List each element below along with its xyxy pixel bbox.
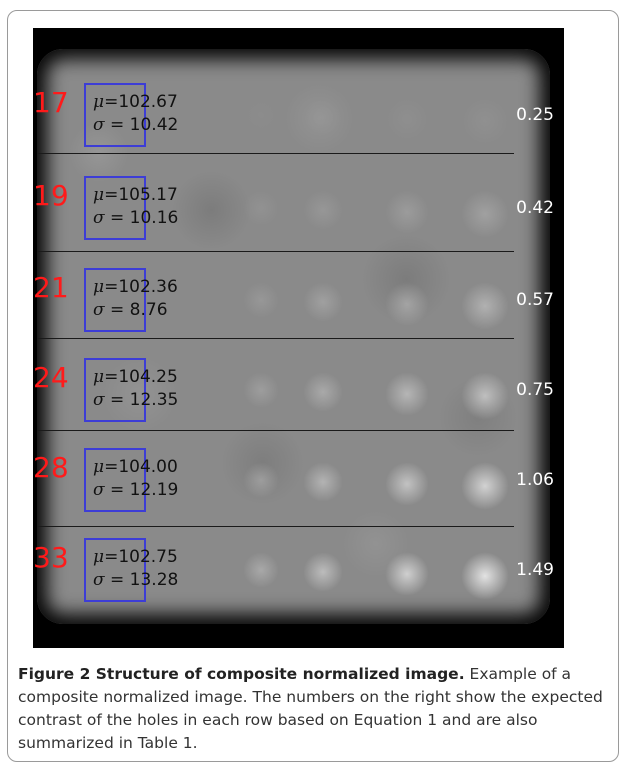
row-divider xyxy=(37,526,514,527)
row-label: 24 xyxy=(33,361,69,394)
roi-box xyxy=(84,538,146,602)
hole xyxy=(461,97,509,145)
roi-box xyxy=(84,268,146,332)
hole xyxy=(461,462,509,510)
contrast-value: 0.42 xyxy=(516,198,554,218)
std-value: σ = 8.76 xyxy=(93,300,168,320)
row-label: 28 xyxy=(33,451,69,484)
figure-caption: Figure 2 Structure of composite normaliz… xyxy=(18,663,608,755)
contrast-value: 0.25 xyxy=(516,105,554,125)
row-divider xyxy=(37,338,514,339)
caption-title: Figure 2 Structure of composite normaliz… xyxy=(18,665,465,683)
hole xyxy=(243,552,279,588)
hole xyxy=(303,552,343,592)
contrast-value: 1.06 xyxy=(516,470,554,490)
hole xyxy=(461,372,509,420)
row-label: 33 xyxy=(33,541,69,574)
contrast-value: 1.49 xyxy=(516,560,554,580)
hole xyxy=(461,282,509,330)
row-divider xyxy=(37,251,514,252)
hole xyxy=(385,282,429,326)
hole xyxy=(385,372,429,416)
std-value: σ = 10.16 xyxy=(93,208,179,228)
hole xyxy=(243,462,279,498)
mean-value: μ=102.67 xyxy=(93,92,178,112)
row-label: 21 xyxy=(33,271,69,304)
hole xyxy=(303,282,343,322)
mean-value: μ=102.36 xyxy=(93,277,178,297)
roi-box xyxy=(84,83,146,147)
contrast-value: 0.57 xyxy=(516,290,554,310)
contrast-value: 0.75 xyxy=(516,380,554,400)
std-value: σ = 12.19 xyxy=(93,480,179,500)
noise-layer xyxy=(37,49,550,624)
hole xyxy=(461,190,509,238)
hole xyxy=(243,97,279,133)
normalized-texture xyxy=(37,49,550,624)
std-value: σ = 13.28 xyxy=(93,570,179,590)
hole xyxy=(385,97,429,141)
row-divider xyxy=(37,430,514,431)
hole xyxy=(385,462,429,506)
hole xyxy=(243,372,279,408)
roi-box xyxy=(84,358,146,422)
mean-value: μ=104.25 xyxy=(93,367,178,387)
hole xyxy=(243,190,279,226)
composite-image: 17 μ=102.67 σ = 10.42 0.25 19 μ=105.17 σ = 10.… xyxy=(33,28,564,648)
mean-value: μ=102.75 xyxy=(93,547,178,567)
hole xyxy=(303,462,343,502)
mean-value: μ=105.17 xyxy=(93,185,178,205)
hole xyxy=(385,552,429,596)
row-label: 17 xyxy=(33,86,69,119)
hole xyxy=(303,372,343,412)
hole xyxy=(303,190,343,230)
row-label: 19 xyxy=(33,179,69,212)
hole xyxy=(385,190,429,234)
std-value: σ = 12.35 xyxy=(93,390,179,410)
roi-box xyxy=(84,176,146,240)
std-value: σ = 10.42 xyxy=(93,115,179,135)
hole xyxy=(303,97,343,137)
caption-text: Example of a composite normalized image.… xyxy=(18,665,603,752)
row-divider xyxy=(37,153,514,154)
mean-value: μ=104.00 xyxy=(93,457,178,477)
hole xyxy=(243,282,279,318)
roi-box xyxy=(84,448,146,512)
hole xyxy=(461,552,509,600)
